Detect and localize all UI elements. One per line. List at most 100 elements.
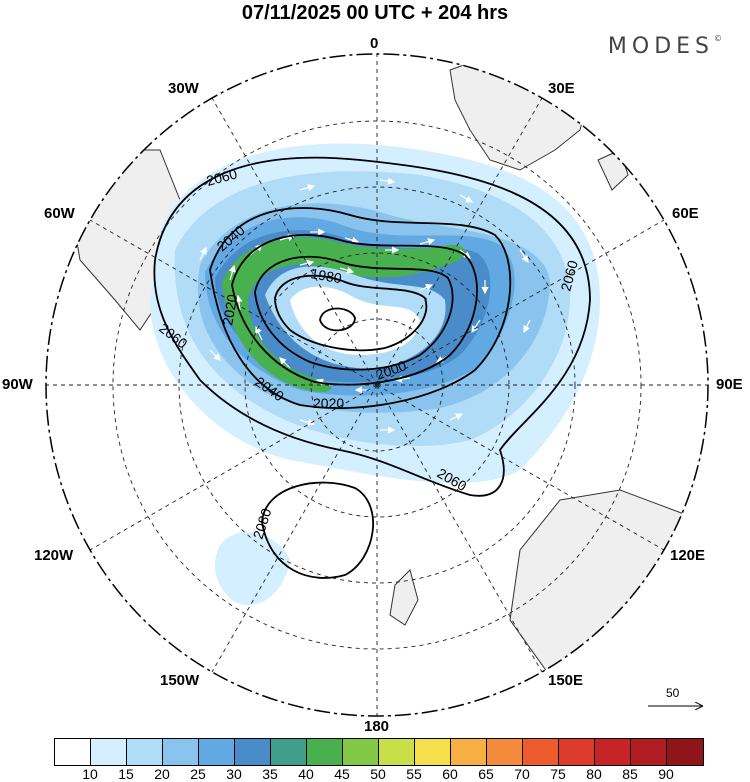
colorbar-tick-label: 30 <box>226 766 242 782</box>
wind-vector <box>519 249 529 263</box>
vector-reference-label: 50 <box>666 686 680 700</box>
contour-2060 <box>153 156 591 497</box>
wind-speed-shading <box>150 143 600 606</box>
colorbar-swatch <box>631 739 667 765</box>
colorbar-ticks: 10 15 20 25 30 35 40 45 50 55 60 65 70 75 80 85 90 <box>54 766 702 782</box>
latitude-circle <box>178 186 576 584</box>
contour-label: 2060 <box>557 258 581 292</box>
landmass-new-zealand <box>389 569 419 626</box>
wind-vector <box>344 236 360 244</box>
colorbar-swatch <box>127 739 163 765</box>
colorbar-tick-label: 65 <box>478 766 494 782</box>
colorbar-tick-label: 55 <box>406 766 422 782</box>
colorbar-tick-label: 25 <box>190 766 206 782</box>
vector-reference: 50 <box>648 686 704 716</box>
meridian-label-120e: 120E <box>670 547 706 564</box>
meridian-label-180: 180 <box>364 718 390 735</box>
colorbar-swatch <box>667 739 703 765</box>
colorbar-tick-label: 70 <box>514 766 530 782</box>
wind-vector <box>449 413 464 421</box>
colorbar-tick-label: 90 <box>658 766 674 782</box>
wind-vector <box>299 259 315 267</box>
wind-vector <box>523 319 531 334</box>
colorbar-swatch <box>415 739 451 765</box>
meridian-label-150e: 150E <box>548 672 584 689</box>
wind-vector <box>459 194 474 203</box>
height-contours <box>153 156 591 579</box>
wind-vector <box>299 418 316 426</box>
wind-vector <box>471 319 481 333</box>
wind-vector <box>419 283 434 291</box>
wind-vector <box>419 238 436 246</box>
contour-label: 2020 <box>313 395 344 411</box>
meridian-line <box>211 384 378 673</box>
colorbar-swatch <box>379 739 415 765</box>
meridian-line <box>376 97 543 386</box>
colorbar-swatch <box>235 739 271 765</box>
meridian-label-0: 0 <box>370 35 379 52</box>
colorbar-tick-label: 50 <box>370 766 386 782</box>
contour-2000 <box>254 255 454 371</box>
contour-2040 <box>209 207 512 409</box>
meridian-label-60e: 60E <box>672 205 699 222</box>
colorbar-swatch <box>523 739 559 765</box>
contour-label: 1980 <box>309 265 343 286</box>
map-title: 07/11/2025 00 UTC + 204 hrs <box>241 2 509 24</box>
meridian-label-150w: 150W <box>160 672 200 689</box>
contour-label: 2020 <box>219 293 240 327</box>
meridian-label-120w: 120W <box>34 547 74 564</box>
wind-vector <box>299 184 316 192</box>
wind-vector <box>209 349 221 361</box>
meridian-line <box>89 384 378 551</box>
contour-2020 <box>231 234 478 386</box>
colorbar-swatch <box>163 739 199 765</box>
colorbar-swatch <box>595 739 631 765</box>
colorbar-tick-label: 85 <box>622 766 638 782</box>
contour-low-center <box>319 307 356 332</box>
meridian-line <box>376 219 665 386</box>
colorbar-tick-label: 35 <box>262 766 278 782</box>
meridian-label-30e: 30E <box>548 80 575 97</box>
wind-vector <box>394 375 411 383</box>
colorbar-tick-label: 60 <box>442 766 458 782</box>
wind-vector <box>199 246 207 261</box>
colorbar-swatch <box>91 739 127 765</box>
wind-vector <box>235 294 243 311</box>
contour-1980 <box>274 274 428 352</box>
colorbar-tick-label: 10 <box>82 766 98 782</box>
meridian-label-90w: 90W <box>2 376 33 393</box>
meridian-line <box>89 219 378 386</box>
graticule <box>46 54 708 716</box>
meridian-line <box>376 384 543 673</box>
colorbar-tick-label: 20 <box>154 766 170 782</box>
colorbar-tick-label: 40 <box>298 766 314 782</box>
colorbar-tick-label: 15 <box>118 766 134 782</box>
meridian-label-90e: 90E <box>716 376 743 393</box>
colorbar-swatch <box>559 739 595 765</box>
meridian-line <box>211 97 378 386</box>
wind-vector <box>379 177 396 185</box>
colorbar-tick-label: 80 <box>586 766 602 782</box>
colorbar-swatch <box>307 739 343 765</box>
colorbar-tick-label: 75 <box>550 766 566 782</box>
wind-vector <box>228 264 236 281</box>
colorbar-swatch <box>343 739 379 765</box>
wind-jet-core <box>222 237 466 392</box>
colorbar-swatch <box>487 739 523 765</box>
colorbar-swatch <box>271 739 307 765</box>
colorbar <box>54 738 704 766</box>
meridian-label-30w: 30W <box>168 80 199 97</box>
modes-logo: MODES© <box>607 34 722 59</box>
contour-2080 <box>261 481 375 579</box>
meridian-line <box>376 384 665 551</box>
wind-vector <box>339 266 355 274</box>
colorbar-swatch <box>451 739 487 765</box>
contour-label: 2060 <box>205 165 239 189</box>
meridian-label-60w: 60W <box>44 205 75 222</box>
colorbar-swatch <box>199 739 235 765</box>
wind-vector <box>279 357 291 369</box>
map-boundary <box>45 53 709 717</box>
colorbar-tick-label: 45 <box>334 766 350 782</box>
colorbar-swatch <box>55 739 91 765</box>
